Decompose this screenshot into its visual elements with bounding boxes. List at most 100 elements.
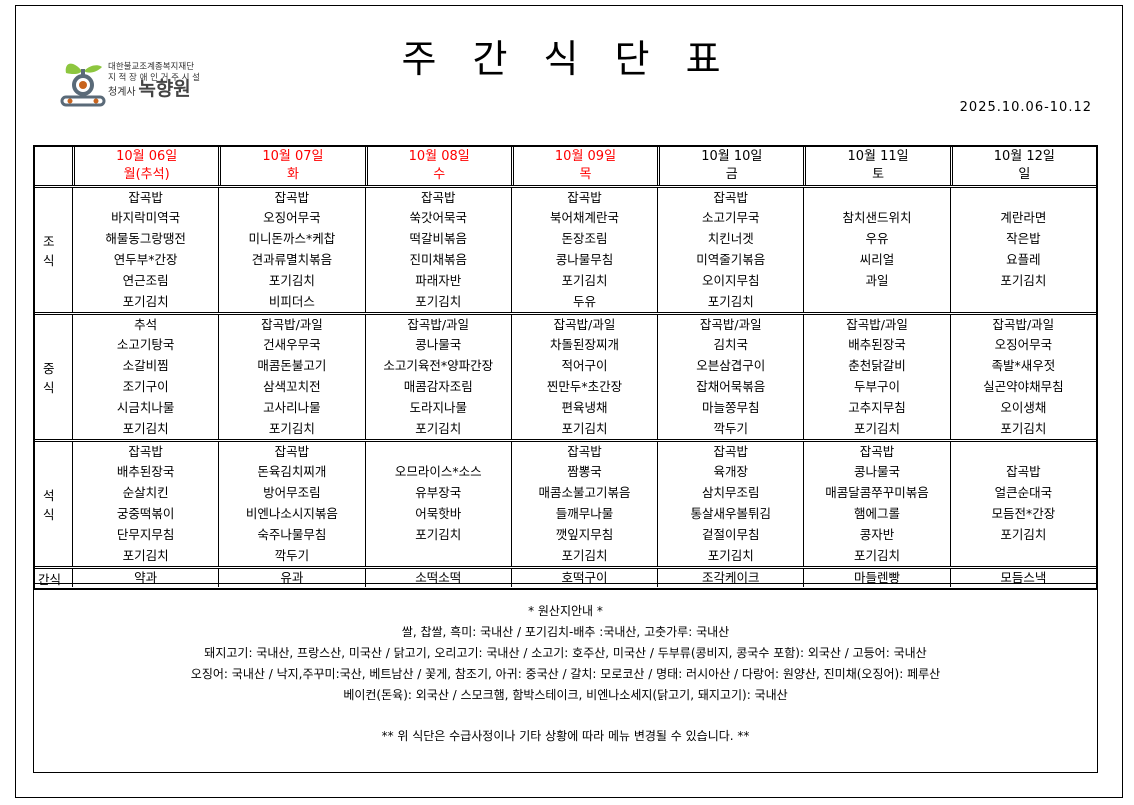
page-frame (15, 5, 1123, 798)
menu-item: 콩자반 (859, 526, 895, 542)
menu-item: 비피더스 (268, 293, 315, 309)
menu-item: 편육냉채 (561, 399, 608, 415)
menu-item: 잡곡밥 (567, 189, 602, 205)
menu-cell: 참치샌드위치 우유 씨리얼 과일 (803, 188, 949, 312)
day-header: 10월 06일 월(추석) (72, 147, 218, 185)
menu-item: 순살치킨 (122, 485, 169, 501)
menu-cell: 잡곡밥 북어채계란국 돈장조림 콩나물무침 포기김치 두유 (510, 188, 657, 312)
corner-cell (35, 147, 72, 185)
menu-item: 매콤소불고기볶음 (538, 485, 631, 501)
page-title: 주 간 식 단 표 (401, 37, 733, 81)
menu-item: 오븐삼겹구이 (696, 358, 766, 374)
origin-line: 오징어: 국내산 / 낙지,주꾸미:국산, 베트남산 / 꽃게, 참조기, 아귀… (190, 667, 941, 681)
menu-period: 2025.10.06-10.12 (959, 100, 1092, 115)
menu-item: 우유 (865, 231, 889, 247)
menu-item: 족발*새우젓 (991, 358, 1056, 374)
menu-item: 참치샌드위치 (842, 210, 912, 226)
menu-cell: 잡곡밥 오징어무국 미니돈까스*케찹 견과류멸치볶음 포기김치 비피더스 (218, 188, 364, 312)
menu-item: 잡곡밥 (128, 443, 163, 459)
menu-item: 짬뽕국 (567, 464, 602, 480)
menu-item: 도라지나물 (409, 399, 467, 415)
day-header: 10월 07일 화 (218, 147, 364, 185)
menu-item: 포기김치 (415, 420, 462, 436)
menu-item: 잡곡밥/과일 (261, 316, 323, 332)
menu-item: 소갈비찜 (122, 358, 169, 374)
menu-item: 추석 (134, 316, 158, 332)
change-warning: ** 위 식단은 수급사정이나 기타 상황에 따라 메뉴 변경될 수 있습니다.… (381, 729, 750, 743)
menu-item: 잡곡밥 (274, 443, 310, 459)
menu-item: 고추지무침 (848, 399, 906, 415)
day-weekday: 토 (872, 167, 885, 182)
menu-item: 포기김치 (122, 293, 169, 309)
logo-name: 녹향원 (138, 78, 191, 100)
menu-item: 포기김치 (561, 272, 608, 288)
menu-item: 삼색꼬치전 (263, 379, 321, 394)
day-date: 10월 12일 (993, 149, 1055, 164)
menu-item: 육개장 (713, 464, 749, 480)
snack-item: 모듬스낵 (949, 569, 1096, 587)
menu-item: 콩나물국 (854, 464, 901, 480)
menu-cell: 잡곡밥 육개장 삼치무조림 통살새우볼튀김 겉절이무침 포기김치 (657, 442, 803, 566)
menu-item: 겉절이무침 (702, 526, 760, 542)
menu-item: 찐만두*초간장 (546, 379, 623, 394)
day-date: 10월 11일 (847, 149, 909, 164)
menu-cell: 잡곡밥 콩나물국 매콤달콤쭈꾸미볶음 햄에그롤 콩자반 포기김치 (803, 442, 949, 566)
logo-line1: 대한불교조계종복지재단 (108, 62, 195, 72)
origin-line: 베이컨(돈육): 외국산 / 스모크햄, 함박스테이크, 비엔나소세지(닭고기,… (343, 688, 788, 702)
menu-item: 유부장국 (415, 485, 462, 501)
menu-item: 포기김치 (1000, 272, 1047, 288)
day-date: 10월 08일 (408, 149, 470, 164)
menu-item: 잡곡밥/과일 (553, 316, 616, 332)
menu-item: 소고기탕국 (116, 337, 175, 353)
logo-mark (60, 63, 106, 107)
menu-item: 매콤달콤쭈꾸미볶음 (825, 485, 929, 501)
header-row: 10월 06일 월(추석) 10월 07일 화 10월 08일 수 10월 09일 목 10월 … (35, 147, 1096, 188)
menu-item: 마늘쫑무침 (702, 399, 760, 415)
menu-cell: 잡곡밥 얼큰순대국 모듬전*간장 포기김치 (949, 442, 1096, 566)
menu-cell: 잡곡밥/과일 김치국 오븐삼겹구이 잡채어묵볶음 마늘쫑무침 깍두기 (657, 315, 803, 439)
menu-item: 포기김치 (1000, 526, 1047, 542)
menu-item: 포기김치 (415, 526, 462, 542)
menu-item: 포기김치 (415, 293, 462, 309)
menu-item: 쑥갓어묵국 (409, 210, 467, 226)
day-date: 10월 10일 (701, 149, 763, 164)
menu-item: 포기김치 (1000, 420, 1047, 436)
menu-item: 오징어무국 (263, 210, 321, 226)
meal-row: 석 식 잡곡밥 배추된장국 순살치킨 궁중떡볶이 단무지무침 포기김치 잡곡밥 돈육김치찌개 방어무… (35, 442, 1096, 569)
menu-cell: 잡곡밥/과일 차돌된장찌개 적어구이 찐만두*초간장 편육냉채 포기김치 (510, 315, 657, 439)
menu-item: 콩나물무침 (555, 252, 614, 267)
menu-item: 바지락미역국 (111, 210, 181, 226)
menu-cell: 잡곡밥 짬뽕국 매콤소불고기볶음 들깨무나물 깻잎지무침 포기김치 (510, 442, 657, 566)
menu-item: 깍두기 (713, 420, 749, 436)
menu-item: 잡곡밥/과일 (846, 316, 908, 332)
menu-item: 고사리나물 (263, 399, 321, 415)
day-date: 10월 06일 (116, 149, 178, 164)
menu-item: 포기김치 (707, 293, 754, 309)
meal-row: 중 식 추석 소고기탕국 소갈비찜 조기구이 시금치나물 포기김치 잡곡밥/과일 건새우무국 매콤돈… (35, 315, 1096, 442)
menu-item: 깻잎지무침 (555, 526, 614, 542)
logo-prefix: 청계사 (108, 87, 136, 98)
menu-item: 떡갈비볶음 (409, 231, 467, 247)
day-header: 10월 10일 금 (657, 147, 803, 185)
menu-item: 연근조림 (122, 272, 169, 288)
menu-item: 춘천닭갈비 (848, 358, 906, 374)
day-weekday: 목 (579, 167, 592, 182)
snack-row: 간식 약과 유과 소떡소떡 호떡구이 조각케이크 마들렌빵 모듬스낵 (35, 569, 1096, 588)
menu-item: 오이생채 (1000, 399, 1047, 415)
menu-item: 잡곡밥 (859, 443, 895, 459)
menu-item: 잡곡밥 (420, 189, 456, 205)
menu-cell: 잡곡밥/과일 콩나물국 소고기육전*양파간장 매콤감자조림 도라지나물 포기김치 (364, 315, 511, 439)
menu-cell: 잡곡밥/과일 오징어무국 족발*새우젓 실곤약야채무침 오이생채 포기김치 (949, 315, 1096, 439)
menu-item: 계란라면 (1000, 210, 1047, 226)
menu-item: 삼치무조림 (702, 485, 760, 501)
menu-item: 포기김치 (122, 547, 169, 563)
snack-item: 마들렌빵 (803, 569, 949, 587)
day-weekday: 수 (433, 167, 446, 182)
menu-item: 방어무조림 (263, 485, 321, 501)
menu-item: 깍두기 (274, 547, 310, 563)
menu-item: 씨리얼 (859, 252, 895, 267)
day-header: 10월 09일 목 (510, 147, 657, 185)
menu-item: 조기구이 (122, 379, 169, 394)
origin-heading: * 원산지안내 * (528, 604, 603, 618)
menu-item: 어묵핫바 (415, 506, 462, 521)
